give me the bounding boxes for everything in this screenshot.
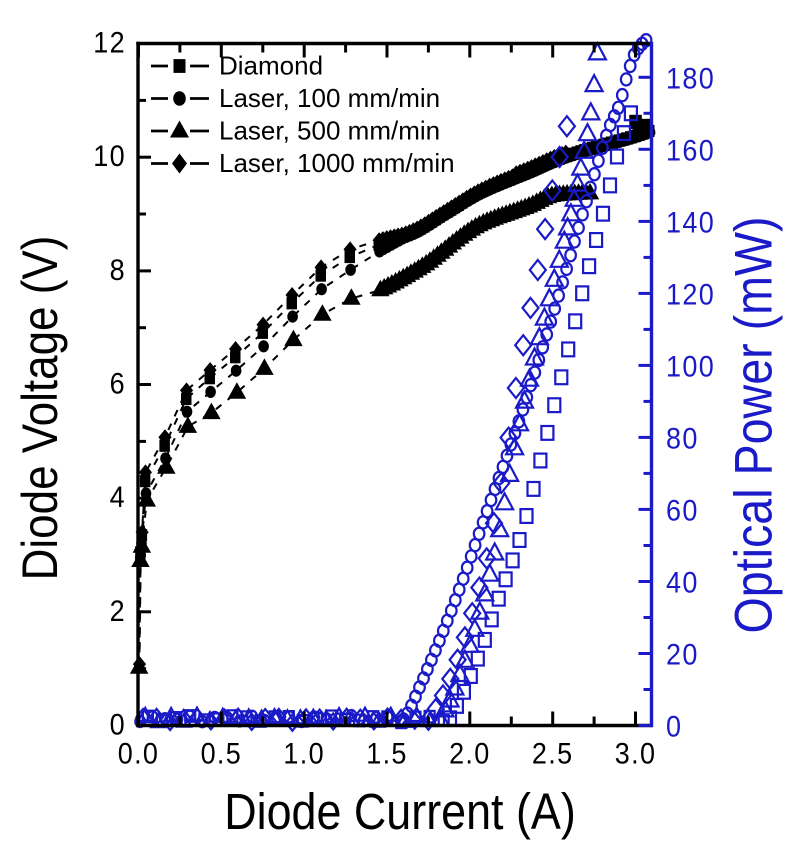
svg-text:8: 8 (110, 254, 126, 288)
svg-text:120: 120 (666, 278, 715, 312)
svg-text:Laser, 500 mm/min: Laser, 500 mm/min (219, 116, 440, 146)
svg-text:Optical Power (mW): Optical Power (mW) (724, 216, 783, 633)
svg-text:40: 40 (666, 566, 699, 600)
svg-text:2: 2 (110, 595, 126, 629)
svg-text:Diode Voltage (V): Diode Voltage (V) (11, 236, 67, 581)
svg-text:160: 160 (666, 134, 715, 168)
svg-text:80: 80 (666, 422, 699, 456)
svg-text:12: 12 (93, 26, 126, 60)
svg-text:2.0: 2.0 (449, 737, 491, 771)
svg-text:60: 60 (666, 494, 699, 528)
svg-text:Laser, 1000 mm/min: Laser, 1000 mm/min (219, 148, 455, 178)
svg-text:1.5: 1.5 (366, 737, 408, 771)
svg-text:Laser, 100 mm/min: Laser, 100 mm/min (219, 83, 440, 113)
svg-text:3.0: 3.0 (615, 737, 657, 771)
svg-text:Diamond: Diamond (219, 51, 323, 81)
svg-text:0.5: 0.5 (201, 737, 243, 771)
svg-text:2.5: 2.5 (532, 737, 574, 771)
svg-text:0.0: 0.0 (118, 737, 160, 771)
svg-text:0: 0 (666, 710, 682, 744)
svg-text:100: 100 (666, 350, 715, 384)
svg-text:Diode Current (A): Diode Current (A) (224, 784, 576, 840)
svg-text:1.0: 1.0 (283, 737, 325, 771)
svg-text:6: 6 (110, 367, 126, 401)
svg-text:0: 0 (110, 708, 126, 742)
svg-text:10: 10 (93, 140, 126, 174)
svg-text:4: 4 (110, 481, 126, 515)
svg-text:140: 140 (666, 206, 715, 240)
svg-text:20: 20 (666, 638, 699, 672)
svg-text:180: 180 (666, 62, 715, 96)
